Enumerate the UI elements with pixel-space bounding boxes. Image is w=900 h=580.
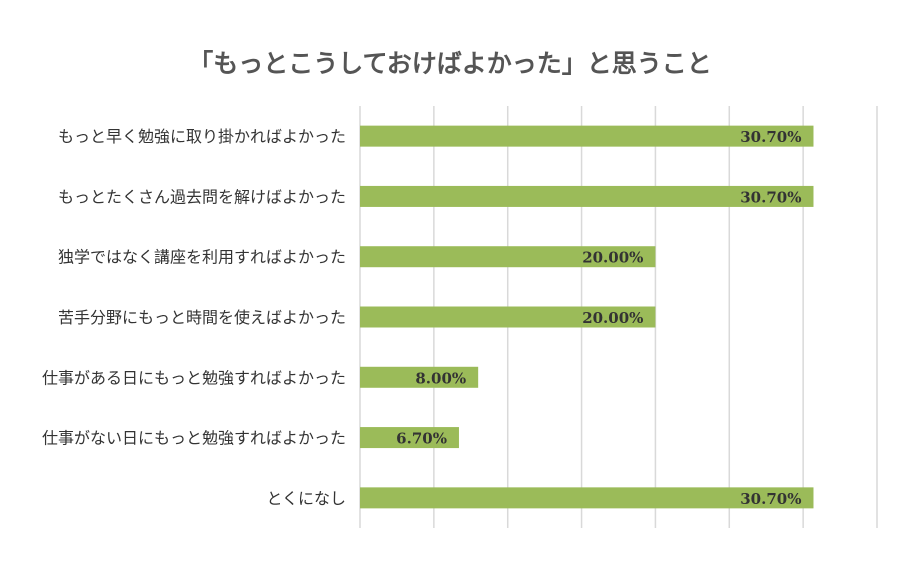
category-label: もっと早く勉強に取り掛かればよかった bbox=[58, 127, 346, 146]
data-label: 30.70% bbox=[740, 188, 801, 206]
category-label: とくになし bbox=[266, 489, 346, 508]
bar bbox=[360, 185, 814, 207]
bar bbox=[360, 366, 479, 388]
data-label: 30.70% bbox=[740, 128, 801, 146]
bar bbox=[360, 487, 814, 509]
data-label: 6.70% bbox=[396, 430, 447, 448]
category-label: 仕事がある日にもっと勉強すればよかった bbox=[42, 368, 346, 387]
category-label: もっとたくさん過去問を解けばよかった bbox=[58, 187, 346, 206]
bar bbox=[360, 246, 656, 268]
data-label: 30.70% bbox=[740, 490, 801, 508]
category-label: 独学ではなく講座を利用すればよかった bbox=[58, 248, 346, 267]
chart-title: 「もっとこうしておけばよかった」と思うこと bbox=[188, 49, 712, 78]
bar bbox=[360, 306, 656, 328]
data-label: 20.00% bbox=[582, 249, 643, 267]
category-label: 仕事がない日にもっと勉強すればよかった bbox=[42, 429, 346, 448]
data-label: 20.00% bbox=[582, 309, 643, 327]
data-label: 8.00% bbox=[415, 369, 466, 387]
bar bbox=[360, 427, 459, 449]
bar bbox=[360, 125, 814, 147]
category-label: 苦手分野にもっと時間を使えばよかった bbox=[58, 308, 346, 327]
